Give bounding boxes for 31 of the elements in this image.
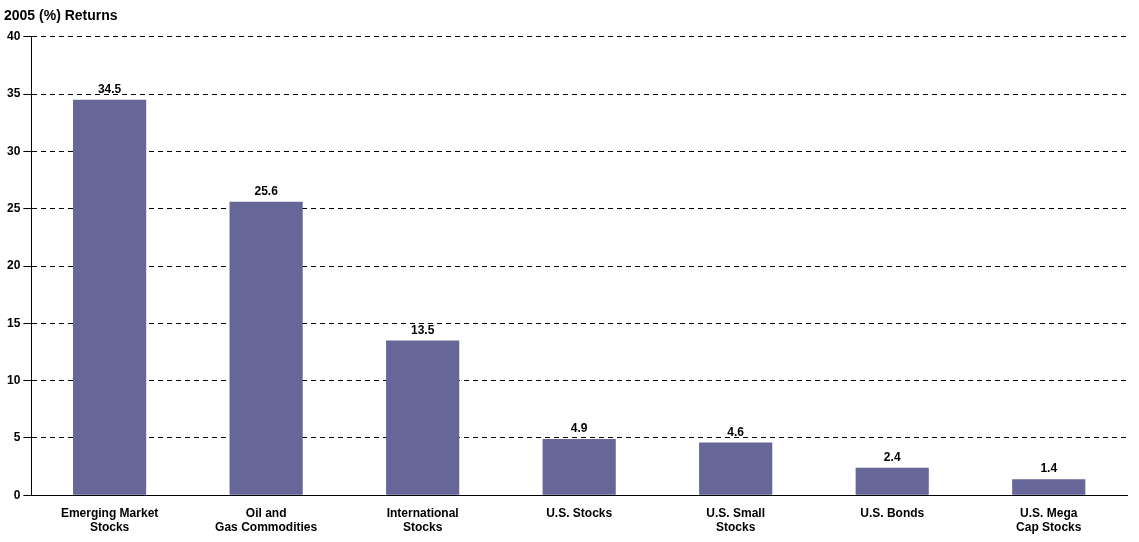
x-tick-label: International Stocks [386,505,459,535]
bar [386,340,460,495]
y-tick-label: 15 [6,315,21,330]
data-label: 4.9 [570,421,588,436]
bar [699,442,773,495]
bar [542,439,616,495]
bar [1012,479,1086,495]
chart-title: 2005 (%) Returns [4,7,118,24]
y-tick-label: 35 [6,86,21,101]
y-tick-label: 5 [13,430,21,445]
data-label: 4.6 [727,424,745,439]
x-tick-label: Oil and Gas Commodities [215,505,318,535]
y-tick-label: 0 [13,487,21,502]
y-tick-label: 10 [6,372,21,387]
y-tick-label: 25 [6,201,21,216]
bar [229,201,303,495]
data-label: 34.5 [97,82,122,97]
bar [73,99,147,495]
y-tick-label: 30 [6,143,21,158]
x-tick-label: U.S. Stocks [546,505,613,520]
data-label: 2.4 [883,450,901,465]
data-label: 1.4 [1040,461,1058,476]
y-tick-label: 40 [6,29,21,44]
x-tick-label: Emerging Market Stocks [60,505,159,535]
y-tick-label: 20 [6,258,21,273]
bar [855,467,929,495]
x-tick-label: U.S. Mega Cap Stocks [1016,505,1082,535]
x-tick-label: U.S. Bonds [860,505,925,520]
data-label: 13.5 [410,322,435,337]
x-tick-label: U.S. Small Stocks [706,505,766,535]
data-label: 25.6 [254,184,279,199]
